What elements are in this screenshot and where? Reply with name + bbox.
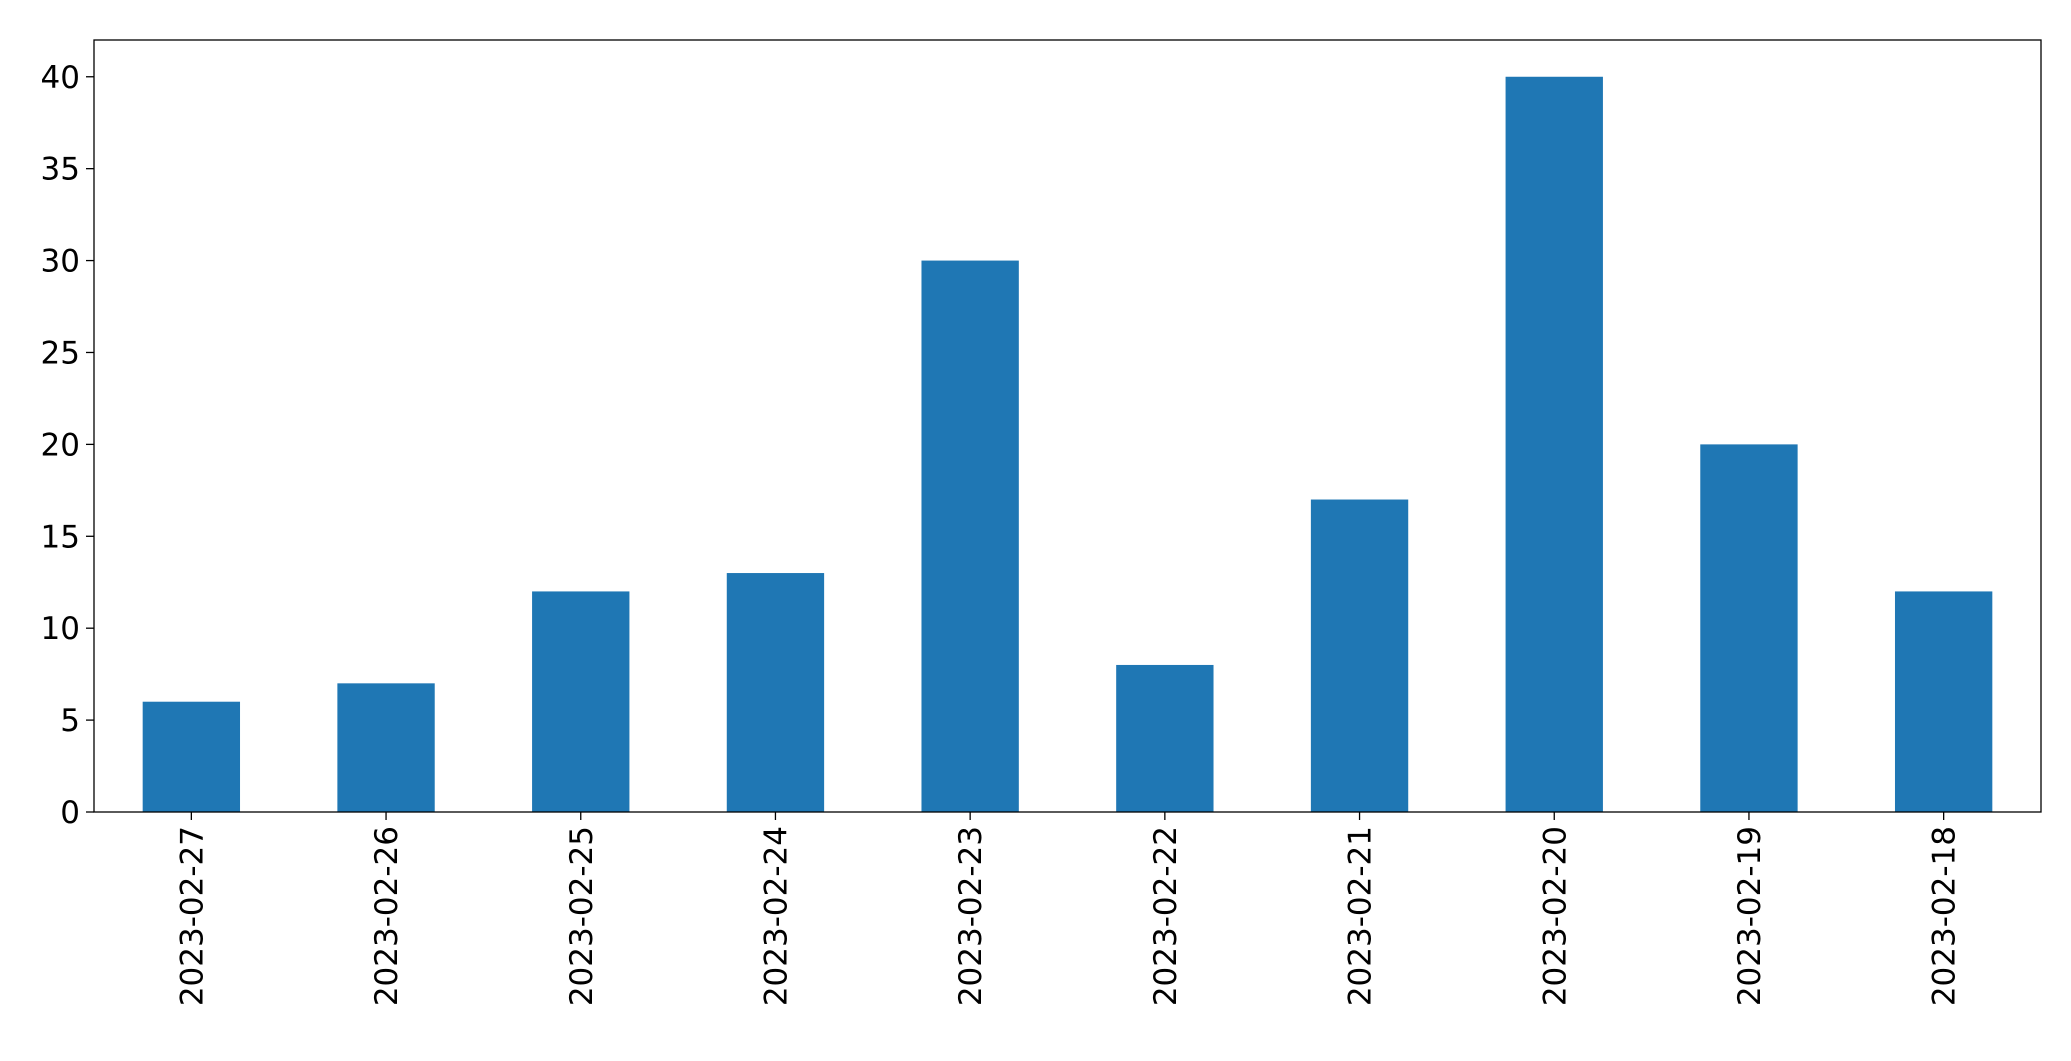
x-tick-label: 2023-02-26 <box>369 826 405 1006</box>
y-tick-label: 10 <box>41 611 80 647</box>
y-tick-label: 40 <box>41 60 80 96</box>
bar <box>1505 76 1603 812</box>
bar <box>142 701 241 812</box>
bar <box>726 573 825 812</box>
bar <box>1116 664 1214 812</box>
x-tick-label: 2023-02-18 <box>1927 826 1963 1006</box>
y-tick-label: 15 <box>41 519 80 555</box>
bar <box>337 683 435 812</box>
x-tick-label: 2023-02-22 <box>1148 826 1184 1006</box>
y-tick-label: 20 <box>41 427 80 463</box>
x-tick-label: 2023-02-21 <box>1343 826 1379 1006</box>
y-tick-label: 5 <box>60 703 80 739</box>
bar <box>921 260 1019 813</box>
x-tick-label: 2023-02-25 <box>564 826 600 1006</box>
x-tick-label: 2023-02-20 <box>1537 826 1573 1006</box>
bar <box>1310 499 1409 812</box>
bar <box>1700 444 1798 812</box>
plot-frame <box>93 39 2042 813</box>
y-tick-label: 35 <box>41 152 80 188</box>
x-tick-label: 2023-02-27 <box>174 826 210 1006</box>
y-tick-label: 30 <box>41 244 80 280</box>
x-tick-label: 2023-02-24 <box>758 826 794 1006</box>
bar <box>1894 591 1993 812</box>
x-tick-label: 2023-02-23 <box>953 826 989 1006</box>
bar <box>532 591 630 812</box>
y-tick-label: 0 <box>60 795 80 831</box>
x-tick-label: 2023-02-19 <box>1732 826 1768 1006</box>
y-tick-label: 25 <box>41 335 80 371</box>
